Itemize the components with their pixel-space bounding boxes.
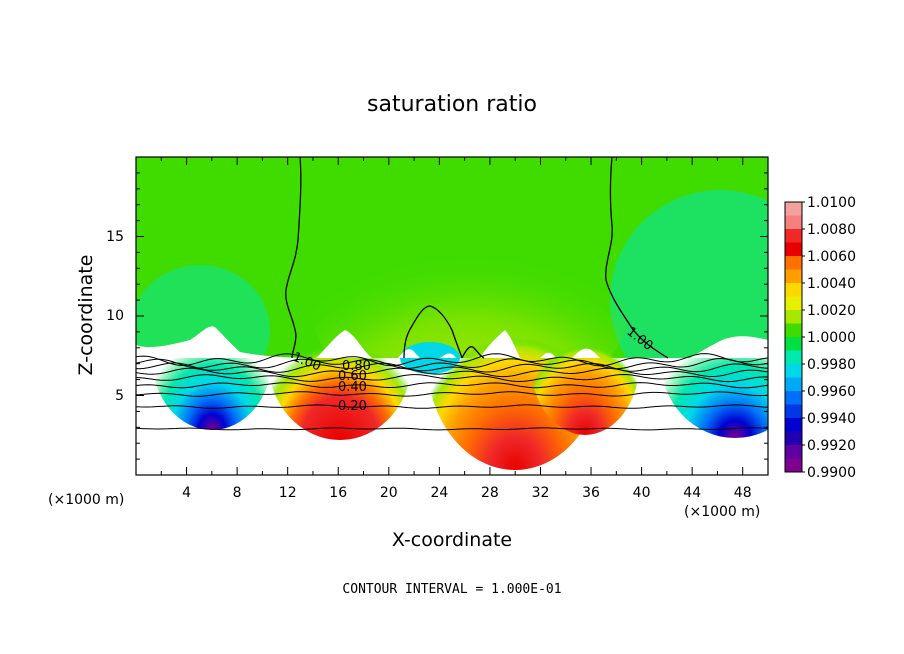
contour-label-040: 0.40 [338, 380, 367, 395]
colorbar-swatch [785, 269, 802, 284]
x-tick-label: 48 [734, 485, 752, 501]
colorbar-label: 1.0000 [807, 330, 856, 346]
x-tick-label: 8 [233, 485, 242, 501]
bump-red-16 [268, 280, 412, 440]
contour-lines [136, 353, 768, 431]
colorbar-swatch [785, 350, 802, 365]
colorbar-swatch [785, 377, 802, 392]
colorbar-labels: 1.0100 1.0080 1.0060 1.0040 1.0020 1.0000 0.99… [802, 195, 856, 481]
colorbar-swatch [785, 323, 802, 338]
colorbar-swatch [785, 445, 802, 459]
contour-line [136, 362, 768, 373]
x-tick-label: 20 [380, 485, 398, 501]
colorbar-swatch [785, 215, 802, 230]
contour-one-center [403, 305, 485, 359]
x-tick-label: 44 [683, 485, 701, 501]
colorbar-swatch [785, 337, 802, 351]
colorbar-swatch [785, 364, 802, 378]
contour-line [136, 404, 768, 409]
plot-area [136, 157, 768, 475]
y-tick-label: 10 [106, 308, 124, 324]
contour-line [136, 367, 768, 378]
x-tick-label: 36 [582, 485, 600, 501]
colorbar-label: 0.9900 [807, 465, 856, 481]
axis-ticks [136, 156, 769, 475]
x-tick-label: 24 [430, 485, 448, 501]
y-tick-labels: 5 10 15 [106, 229, 124, 404]
colorbar-label: 0.9940 [807, 411, 856, 427]
colorbar-swatch [785, 296, 802, 311]
chart-title: saturation ratio [367, 92, 537, 117]
y-tick-label: 5 [115, 388, 124, 404]
colorbar-label: 1.0060 [807, 249, 856, 265]
contour-one-right [605, 157, 669, 359]
x-unit-right: (×1000 m) [684, 504, 760, 520]
contour-label-020: 0.20 [338, 399, 367, 414]
x-tick-label: 16 [329, 485, 347, 501]
colorbar-swatch [785, 310, 802, 324]
x-axis-label: X-coordinate [392, 529, 512, 551]
colorbar-swatch [785, 229, 802, 243]
contour-line [136, 382, 768, 389]
x-tick-labels: 4 8 12 16 20 24 28 32 36 40 44 48 [182, 485, 751, 501]
contour-line [136, 391, 768, 397]
contour-one-left [285, 157, 302, 359]
colorbar-label: 1.0080 [807, 222, 856, 238]
colorbar-label: 0.9920 [807, 438, 856, 454]
colorbar-swatch [785, 418, 802, 432]
colorbar-swatch [785, 242, 802, 257]
contour-label-060: 0.60 [338, 369, 367, 384]
colorbar-label: 0.9980 [807, 357, 856, 373]
colorbar-swatch [785, 256, 802, 270]
colorbar-swatch [785, 391, 802, 405]
colorbar-swatch [785, 202, 802, 216]
contour-label-080: 0.80 [342, 359, 371, 374]
contour-line [136, 357, 768, 370]
x-tick-label: 40 [633, 485, 651, 501]
contour-line [136, 373, 768, 383]
colorbar-label: 1.0020 [807, 303, 856, 319]
colorbar [784, 201, 803, 473]
colorbar-swatch [785, 431, 802, 446]
colorbar-label: 0.9960 [807, 384, 856, 400]
colorbar-swatch [785, 283, 802, 297]
bump-orange-36 [530, 285, 640, 435]
mountain-shape [136, 326, 768, 358]
x-unit-left: (×1000 m) [48, 492, 124, 508]
x-tick-label: 28 [481, 485, 499, 501]
colorbar-label: 1.0040 [807, 276, 856, 292]
colorbar-swatch [785, 458, 802, 473]
contour-interval-note: CONTOUR INTERVAL = 1.000E-01 [342, 582, 561, 597]
x-tick-label: 32 [532, 485, 550, 501]
colorbar-swatch [785, 404, 802, 419]
x-tick-label: 12 [279, 485, 297, 501]
contour-line [136, 353, 768, 367]
y-axis-label: Z-coordinate [75, 255, 97, 376]
x-tick-label: 4 [182, 485, 191, 501]
y-tick-label: 15 [106, 229, 124, 245]
colorbar-label: 1.0100 [807, 195, 856, 211]
contour-line [136, 427, 768, 431]
